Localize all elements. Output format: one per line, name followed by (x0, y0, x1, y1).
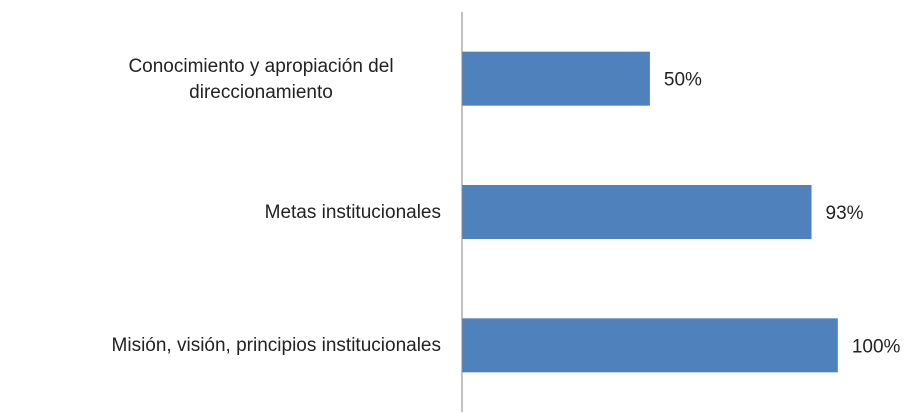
category-label-box: Misión, visión, principios institucional… (21, 333, 441, 359)
y-tick-label: Metas institucionales (264, 202, 441, 223)
bar (462, 51, 650, 106)
value-label: 50% (664, 70, 702, 91)
bar (462, 318, 838, 373)
value-label: 93% (826, 203, 864, 224)
category-label-box: Metas institucionales (21, 200, 441, 226)
category-label-box: Conocimiento y apropiación del direccion… (21, 54, 441, 106)
value-label: 100% (852, 336, 901, 357)
y-tick-label: Misión, visión, principios institucional… (111, 335, 441, 357)
bar (462, 185, 812, 239)
y-tick-label: Conocimiento y apropiación del direccion… (128, 55, 394, 103)
